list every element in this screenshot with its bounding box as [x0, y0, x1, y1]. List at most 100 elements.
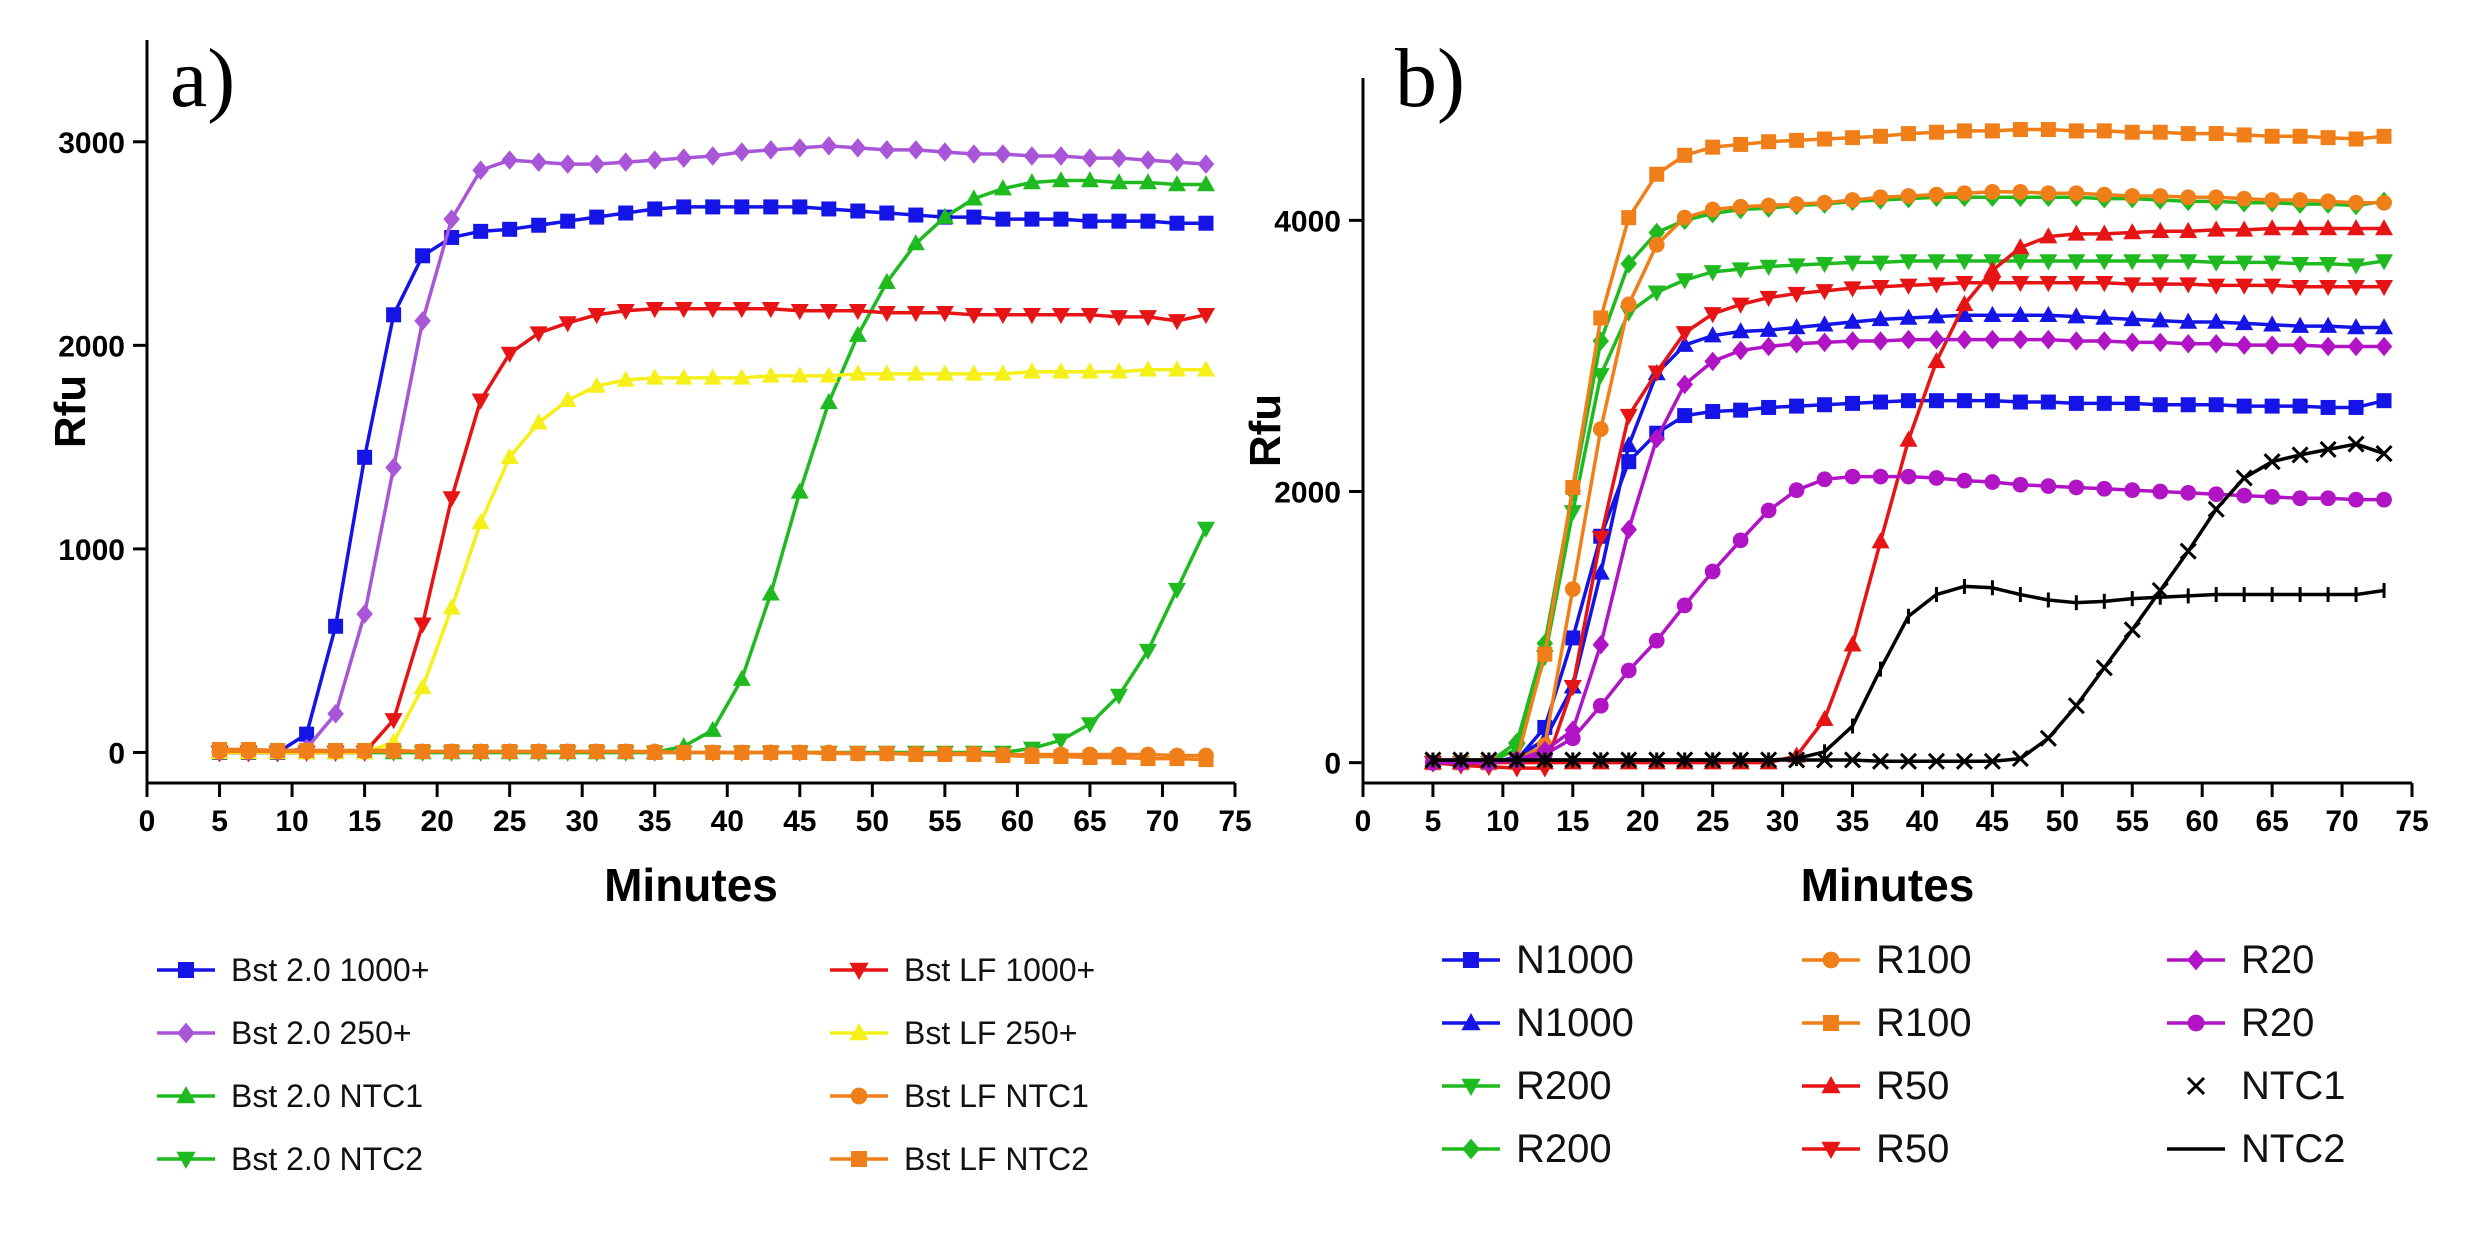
b-data-point — [1927, 254, 1946, 271]
b-data-point — [2152, 124, 2168, 140]
a-data-point — [384, 713, 403, 730]
a-data-point — [328, 742, 344, 758]
a-data-point — [965, 144, 983, 164]
b-data-point — [1817, 131, 1833, 147]
b-legend-item: R50 — [1800, 1056, 1949, 1116]
b-data-point — [1928, 393, 1944, 409]
b-data-point — [1984, 123, 2000, 139]
b-data-point — [1564, 581, 1581, 597]
b-data-point — [1899, 278, 1918, 295]
a-data-point — [966, 209, 982, 225]
b-data-point — [1928, 470, 1945, 486]
legend-marker — [1821, 1076, 1841, 1094]
b-data-point — [2291, 219, 2310, 236]
a-legend-swatch — [157, 1022, 215, 1044]
a-data-point — [879, 745, 895, 761]
b-legend-swatch — [2167, 949, 2225, 971]
b-data-point — [2068, 395, 2084, 411]
b-data-point — [2320, 399, 2336, 415]
b-data-point — [1760, 336, 1777, 357]
a-data-point — [937, 747, 953, 763]
b-data-point — [2348, 194, 2364, 211]
a-data-point — [1167, 582, 1186, 599]
b-data-point — [1956, 185, 1973, 202]
b-data-point — [2319, 440, 2337, 459]
a-data-point — [703, 720, 722, 737]
b-data-point — [1705, 139, 1721, 155]
b-data-point — [2319, 336, 2337, 357]
a-data-point — [442, 491, 461, 508]
a-legend-label: Bst 2.0 250+ — [231, 1014, 412, 1051]
legend-marker — [176, 1086, 196, 1104]
b-x-tick-label: 65 — [2255, 805, 2288, 838]
b-data-point — [2348, 131, 2364, 147]
b-legend-item: R20 — [2165, 930, 2314, 990]
b-data-point — [2347, 336, 2365, 357]
b-data-point — [1956, 472, 1973, 489]
a-data-point — [1051, 171, 1070, 188]
a-data-point — [705, 744, 721, 760]
b-data-point — [1955, 295, 1974, 312]
a-data-point — [674, 301, 693, 319]
b-data-point — [1675, 326, 1694, 343]
a-data-point — [1109, 173, 1128, 190]
b-data-point — [2067, 697, 2085, 715]
a-legend-item: Bst 2.0 NTC2 — [155, 1129, 423, 1189]
b-legend-swatch — [1802, 1141, 1860, 1159]
a-x-tick-label: 0 — [139, 805, 156, 838]
b-data-point — [2011, 275, 2030, 293]
b-data-point — [1591, 563, 1610, 580]
b-legend-item: NTC1 — [2165, 1056, 2345, 1116]
b-data-point — [1927, 277, 1946, 294]
b-data-point — [2152, 188, 2169, 204]
b-data-point — [2235, 469, 2253, 487]
b-data-point — [2151, 311, 2170, 328]
a-data-point — [879, 205, 895, 221]
a-data-point — [1138, 173, 1157, 190]
b-data-point — [1592, 421, 1609, 438]
b-data-point — [2039, 227, 2058, 244]
b-data-point — [2235, 314, 2254, 331]
b-data-point — [2263, 453, 2281, 471]
a-data-point — [995, 211, 1011, 227]
b-data-point — [2235, 335, 2253, 355]
a-data-point — [1167, 314, 1186, 331]
b-legend-item: R50 — [1800, 1119, 1949, 1179]
a-x-tick-label: 15 — [348, 805, 381, 838]
b-legend-swatch — [1442, 952, 1500, 968]
a-data-point — [966, 747, 982, 763]
b-data-point — [2039, 275, 2058, 293]
a-data-point — [531, 217, 547, 233]
b-data-point — [2347, 280, 2366, 297]
a-x-tick-label: 5 — [211, 805, 228, 838]
a-data-point — [790, 482, 809, 499]
b-legend-label: R100 — [1876, 937, 1972, 982]
a-data-point — [618, 205, 634, 221]
a-data-point — [1082, 213, 1098, 229]
a-data-point — [1053, 211, 1069, 227]
a-series-line — [219, 178, 1206, 755]
a-data-point — [587, 308, 606, 325]
b-data-point — [1900, 329, 1917, 350]
b-data-point — [2348, 491, 2364, 508]
b-x-tick-label: 30 — [1766, 805, 1799, 838]
a-data-point — [617, 152, 634, 172]
b-data-point — [1871, 752, 1890, 770]
a-legend-swatch — [830, 1087, 888, 1105]
a-legend-item: Bst LF NTC1 — [828, 1066, 1089, 1126]
a-data-point — [558, 316, 577, 333]
b-data-point — [2012, 122, 2028, 138]
a-data-point — [1052, 146, 1070, 166]
b-data-point — [1789, 132, 1805, 148]
b-data-point — [2207, 500, 2225, 518]
a-legend-item: Bst LF NTC2 — [828, 1129, 1089, 1189]
b-data-point — [1871, 532, 1890, 549]
legend-marker — [1821, 1141, 1841, 1159]
b-data-point — [2096, 186, 2113, 203]
a-data-point — [327, 704, 344, 724]
a-data-point — [935, 306, 954, 323]
a-data-point — [1167, 360, 1186, 377]
b-legend-label: R20 — [2241, 1000, 2315, 1045]
a-data-point — [906, 234, 925, 251]
a-data-point — [1023, 146, 1041, 166]
